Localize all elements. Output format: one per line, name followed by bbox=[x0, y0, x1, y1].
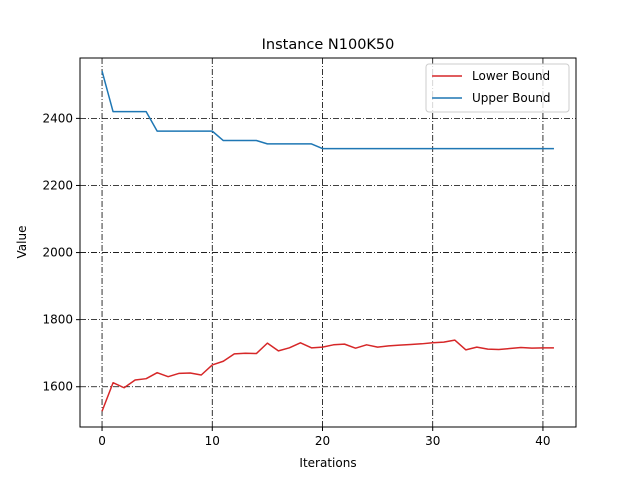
x-tick-label: 10 bbox=[205, 434, 220, 448]
legend: Lower Bound Upper Bound bbox=[425, 63, 570, 113]
y-tick-label: 1600 bbox=[42, 380, 73, 394]
series-line-upper-bound bbox=[101, 70, 554, 150]
x-tick-label: 40 bbox=[535, 434, 550, 448]
y-tick-label: 1800 bbox=[42, 313, 73, 327]
x-axis-label: Iterations bbox=[299, 456, 356, 470]
ticks: 0 10 20 30 40 1600 1800 2000 2200 2400 bbox=[42, 111, 550, 448]
y-axis-label: Value bbox=[15, 226, 29, 259]
legend-label-lower-bound: Lower Bound bbox=[472, 69, 550, 83]
x-tick-label: 20 bbox=[315, 434, 330, 448]
grid bbox=[80, 58, 576, 427]
legend-label-upper-bound: Upper Bound bbox=[472, 91, 551, 105]
y-tick-label: 2200 bbox=[42, 178, 73, 192]
x-tick-label: 0 bbox=[98, 434, 106, 448]
series-line-lower-bound bbox=[101, 339, 554, 412]
plot-frame bbox=[79, 57, 577, 428]
series-layer bbox=[101, 70, 554, 412]
y-tick-label: 2000 bbox=[42, 246, 73, 260]
y-tick-label: 2400 bbox=[42, 111, 73, 125]
x-tick-label: 30 bbox=[425, 434, 440, 448]
chart-title: Instance N100K50 bbox=[262, 37, 395, 53]
